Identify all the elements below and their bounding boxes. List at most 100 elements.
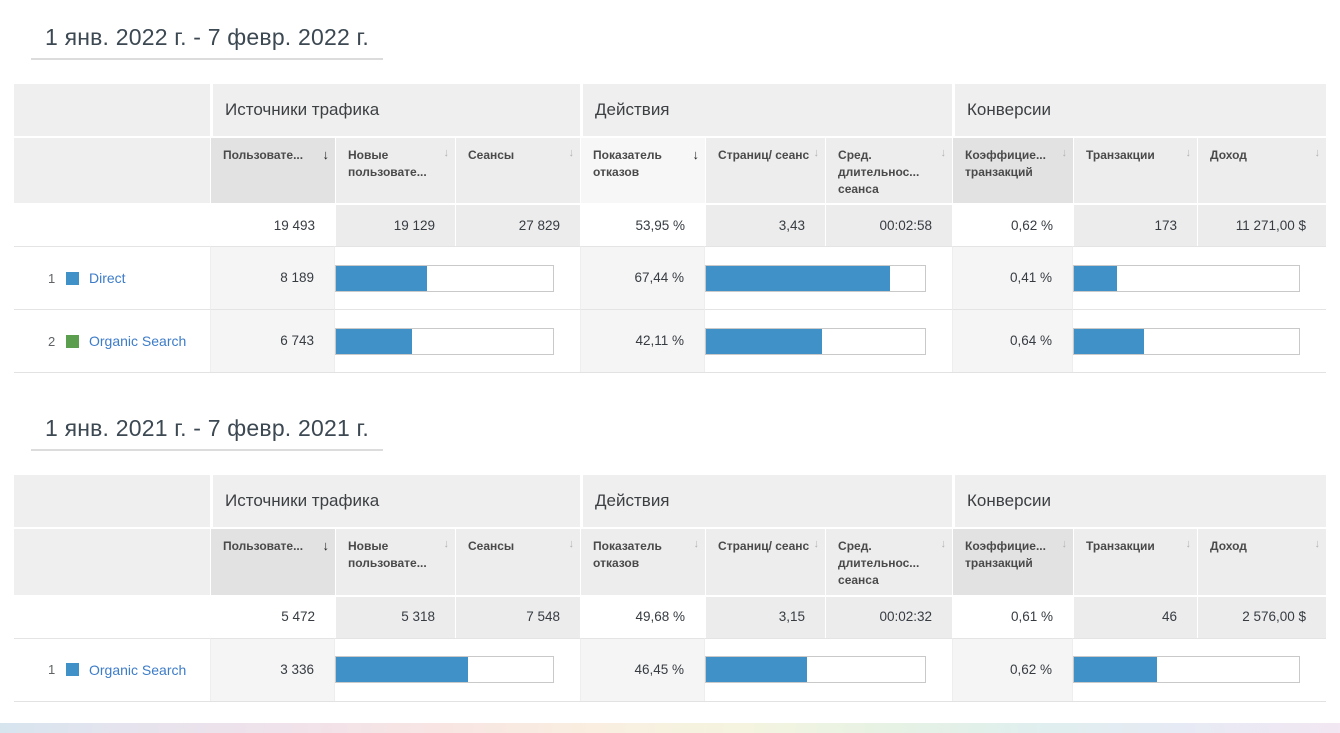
row-rank: 1 xyxy=(48,662,56,678)
total-conversion-rate: 0,62 % xyxy=(1011,217,1054,233)
total-pages-session: 3,15 xyxy=(778,609,806,625)
total-bounce-rate: 49,68 % xyxy=(635,609,686,625)
sort-arrow-icon xyxy=(569,538,575,551)
series-color-swatch xyxy=(66,271,79,285)
sort-arrow-icon xyxy=(1315,147,1321,160)
group-header-row: Источники трафика Действия Конверсии xyxy=(14,475,1327,528)
col-header-bounce-rate[interactable]: Показатель отказов xyxy=(580,527,706,595)
users-value: 8 189 xyxy=(280,270,314,286)
label-column-spacer xyxy=(14,136,210,204)
date-range-title-2022: 1 янв. 2022 г. - 7 февр. 2022 г. xyxy=(31,24,383,60)
conversion-bar xyxy=(1073,264,1301,292)
label-column-spacer xyxy=(14,84,210,136)
col-header-avg-duration[interactable]: Сред. длительнос... сеанса xyxy=(825,527,953,595)
col-header-transactions[interactable]: Транзакции xyxy=(1073,136,1198,204)
users-bar xyxy=(335,327,555,355)
group-title-conversions: Конверсии xyxy=(967,100,1052,119)
col-header-new-users[interactable]: Новые пользовате... xyxy=(335,136,455,204)
col-header-avg-duration[interactable]: Сред. длительнос... сеанса xyxy=(825,136,953,204)
bottom-gradient-strip xyxy=(0,723,1340,733)
sort-arrow-icon xyxy=(814,538,820,551)
totals-row: 5 472 5 318 7 548 49,68 % 3,15 00:02:32 … xyxy=(14,594,1327,638)
bounce-value: 46,45 % xyxy=(634,661,685,677)
col-header-sessions[interactable]: Сеансы xyxy=(455,527,581,595)
col-header-sessions[interactable]: Сеансы xyxy=(455,136,581,204)
analytics-table-2022: Источники трафика Действия Конверсии Пол… xyxy=(14,84,1327,374)
totals-row: 19 493 19 129 27 829 53,95 % 3,43 00:02:… xyxy=(14,203,1327,247)
col-header-conversion-rate[interactable]: Коэффицие... транзакций xyxy=(952,527,1074,595)
table-row-organic-search: 1 Organic Search 3 336 46,45 % 0,62 % xyxy=(14,637,1327,701)
users-value: 6 743 xyxy=(280,333,314,349)
row-rank: 1 xyxy=(48,270,56,286)
row-rank: 2 xyxy=(48,333,56,349)
sort-arrow-icon xyxy=(1062,538,1068,551)
sort-arrow-icon xyxy=(323,147,330,163)
col-header-pages-session[interactable]: Страниц/ сеанс xyxy=(705,527,826,595)
conversion-value: 0,62 % xyxy=(1010,661,1053,677)
source-link-organic-search[interactable]: Organic Search xyxy=(89,661,187,678)
metric-header-row: Пользовате... Новые пользовате... Сеансы… xyxy=(14,136,1327,204)
sort-arrow-icon xyxy=(1315,538,1321,551)
users-bar xyxy=(335,264,555,292)
source-link-organic-search[interactable]: Organic Search xyxy=(89,333,187,350)
col-header-users[interactable]: Пользовате... xyxy=(210,527,335,595)
total-conversion-rate: 0,61 % xyxy=(1011,609,1054,625)
group-title-traffic-sources: Источники трафика xyxy=(225,100,380,119)
total-users: 19 493 xyxy=(273,217,315,233)
sort-arrow-icon xyxy=(569,147,575,160)
total-transactions: 173 xyxy=(1154,217,1178,233)
label-column-spacer xyxy=(14,527,210,595)
total-pages-session: 3,43 xyxy=(778,217,806,233)
total-bounce-rate: 53,95 % xyxy=(635,217,686,233)
conversion-value: 0,41 % xyxy=(1010,270,1053,286)
total-avg-duration: 00:02:32 xyxy=(879,609,933,625)
series-color-swatch xyxy=(66,334,79,348)
group-header-row: Источники трафика Действия Конверсии xyxy=(14,84,1327,136)
users-bar xyxy=(335,656,555,684)
sort-arrow-icon xyxy=(444,538,450,551)
sort-arrow-icon xyxy=(694,538,700,551)
col-header-conversion-rate[interactable]: Коэффицие... транзакций xyxy=(952,136,1074,204)
col-header-users[interactable]: Пользовате... xyxy=(210,136,335,204)
date-range-title-2021: 1 янв. 2021 г. - 7 февр. 2021 г. xyxy=(31,415,383,452)
bounce-value: 67,44 % xyxy=(634,270,685,286)
total-avg-duration: 00:02:58 xyxy=(879,217,933,233)
group-title-conversions: Конверсии xyxy=(967,491,1052,511)
sort-arrow-icon xyxy=(814,147,820,160)
total-transactions: 46 xyxy=(1162,609,1178,625)
col-header-transactions[interactable]: Транзакции xyxy=(1073,527,1198,595)
total-new-users: 19 129 xyxy=(393,217,435,233)
conversion-bar xyxy=(1073,327,1301,355)
bounce-bar xyxy=(705,327,927,355)
label-column-spacer xyxy=(14,475,210,528)
sort-arrow-icon xyxy=(693,147,700,163)
sort-arrow-icon xyxy=(1186,147,1192,160)
sort-arrow-icon xyxy=(1186,538,1192,551)
bounce-bar xyxy=(705,656,927,684)
sort-arrow-icon xyxy=(323,538,330,554)
col-header-revenue[interactable]: Доход xyxy=(1197,136,1327,204)
conversion-bar xyxy=(1073,656,1301,684)
metric-header-row: Пользовате... Новые пользовате... Сеансы… xyxy=(14,527,1327,595)
bounce-bar xyxy=(705,264,927,292)
col-header-revenue[interactable]: Доход xyxy=(1197,527,1327,595)
users-value: 3 336 xyxy=(280,661,314,677)
total-sessions: 7 548 xyxy=(526,609,561,625)
total-sessions: 27 829 xyxy=(518,217,561,233)
series-color-swatch xyxy=(66,663,79,677)
total-revenue: 11 271,00 $ xyxy=(1235,217,1307,233)
group-title-behavior: Действия xyxy=(595,100,670,119)
col-header-pages-session[interactable]: Страниц/ сеанс xyxy=(705,136,826,204)
group-title-behavior: Действия xyxy=(595,491,670,511)
group-title-traffic-sources: Источники трафика xyxy=(225,491,380,511)
total-revenue: 2 576,00 $ xyxy=(1242,609,1307,625)
analytics-table-2021: Источники трафика Действия Конверсии Пол… xyxy=(14,475,1327,702)
total-new-users: 5 318 xyxy=(401,609,435,625)
col-header-new-users[interactable]: Новые пользовате... xyxy=(335,527,455,595)
source-link-direct[interactable]: Direct xyxy=(89,270,126,287)
col-header-bounce-rate[interactable]: Показатель отказов xyxy=(580,136,706,204)
conversion-value: 0,64 % xyxy=(1010,333,1053,349)
table-row-direct: 1 Direct 8 189 67,44 % 0,41 % xyxy=(14,246,1327,310)
sort-arrow-icon xyxy=(941,147,947,160)
sort-arrow-icon xyxy=(941,538,947,551)
